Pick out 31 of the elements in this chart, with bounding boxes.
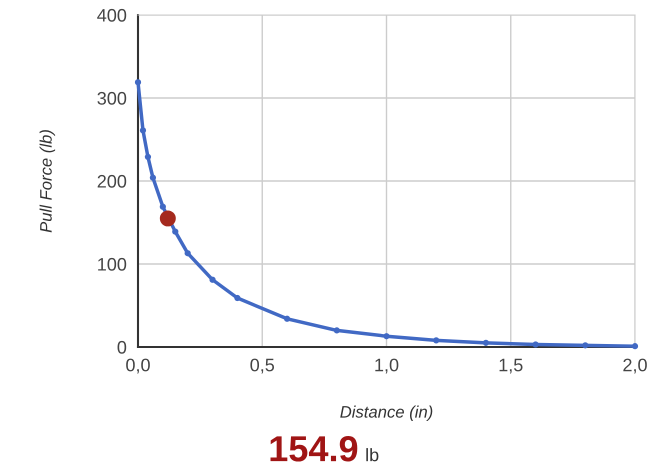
text: 154.9 lb	[270, 436, 378, 462]
point	[209, 276, 216, 283]
y-tick-label: 400	[97, 8, 126, 22]
point	[134, 79, 142, 86]
x-tick-label: 2,0	[623, 358, 647, 374]
y-tick-label: 0	[118, 340, 126, 354]
point	[184, 250, 191, 256]
point	[150, 174, 156, 181]
x-tick-label: 1,0	[375, 358, 398, 374]
x-tick-label: 1,5	[500, 358, 523, 374]
point	[334, 327, 340, 334]
x-axis-title: Distance (in)	[340, 406, 432, 422]
point	[482, 340, 490, 346]
x-tick-label: 0,0	[126, 358, 150, 374]
point	[160, 210, 176, 226]
point	[172, 228, 178, 235]
point	[160, 204, 166, 210]
x-tick-label: 0,5	[250, 358, 274, 374]
point	[144, 154, 152, 160]
point	[140, 127, 146, 134]
y-tick-label: 300	[97, 92, 126, 105]
point	[383, 333, 390, 340]
point	[234, 294, 241, 302]
y-axis-title: Pull Force (lb)	[40, 130, 56, 232]
y-tick-label: 200	[98, 174, 126, 188]
point	[532, 341, 539, 348]
point	[582, 342, 588, 348]
y-tick-label: 100	[98, 258, 126, 271]
point	[632, 343, 638, 350]
point	[284, 316, 290, 322]
point	[433, 337, 440, 344]
